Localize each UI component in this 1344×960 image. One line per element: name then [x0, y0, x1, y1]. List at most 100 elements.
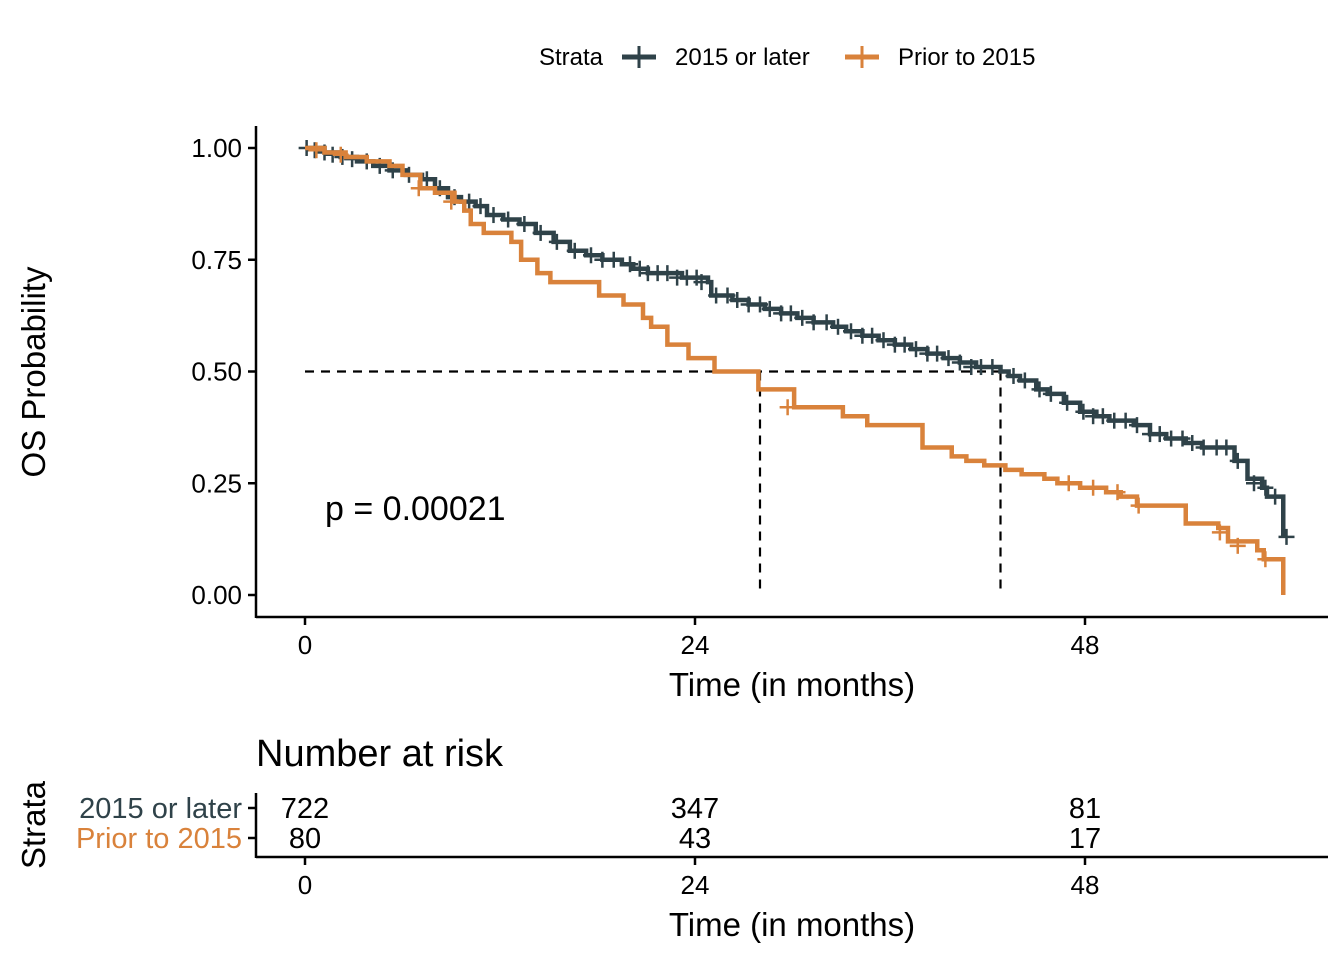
censor-mark-2015-or-later: [1031, 381, 1048, 398]
censor-mark-prior-to-2015: [410, 180, 427, 197]
censor-mark-2015-or-later: [693, 274, 710, 291]
censor-mark-2015-or-later: [1184, 435, 1201, 452]
censor-mark-2015-or-later: [583, 247, 599, 264]
censor-mark-2015-or-later: [940, 350, 957, 367]
survival-curves: [298, 140, 1295, 595]
censor-mark-2015-or-later: [794, 309, 811, 326]
y-tick-label: 0.75: [191, 245, 242, 275]
curve-prior-to-2015: [305, 145, 1286, 595]
p-value-label: p = 0.00021: [325, 490, 506, 528]
censor-mark-2015-or-later: [719, 287, 736, 304]
censor-mark-prior-to-2015: [1109, 484, 1126, 501]
y-axis-title: OS Probability: [15, 266, 52, 477]
censor-mark-2015-or-later: [532, 224, 549, 241]
censor-mark-prior-to-2015: [1211, 524, 1228, 541]
censor-mark-2015-or-later: [929, 345, 946, 362]
censor-mark-2015-or-later: [1151, 426, 1168, 443]
x-tick-label: 48: [1071, 630, 1100, 660]
censor-mark-2015-or-later: [1218, 439, 1235, 456]
risk-x-tick-label: 24: [681, 870, 710, 900]
median-lines: [305, 370, 1002, 595]
censor-mark-2015-or-later: [631, 260, 648, 277]
censor-mark-2015-or-later: [984, 359, 1001, 376]
censor-mark-prior-to-2015: [332, 146, 349, 163]
risk-table: Number at risk 2015 or later 722 347 81 Prio…: [15, 733, 1328, 943]
censor-mark-2015-or-later: [500, 211, 517, 228]
risk-count-2015-or-later: 722: [281, 793, 329, 825]
risk-x-axis-title: Time (in months): [669, 906, 915, 943]
censor-mark-2015-or-later: [896, 336, 913, 353]
risk-rows: 2015 or later 722 347 81 Prior to 2015 80 43 17: [76, 793, 1101, 855]
risk-x-ticks: 0 24 48: [298, 857, 1099, 900]
censor-mark-prior-to-2015: [779, 399, 796, 416]
censor-mark-2015-or-later: [605, 251, 622, 268]
x-ticks: 0 24 48: [298, 617, 1100, 660]
censor-mark-2015-or-later: [864, 327, 881, 344]
risk-x-tick-label: 0: [298, 870, 312, 900]
censor-mark-2015-or-later: [485, 207, 502, 224]
censor-mark-2015-or-later: [1174, 430, 1191, 447]
risk-count-prior-to-2015: 80: [289, 823, 321, 855]
censor-mark-2015-or-later: [1246, 475, 1262, 492]
censor-mark-prior-to-2015: [1130, 497, 1147, 514]
legend-title: Strata: [539, 44, 604, 71]
legend-label-2015-or-later: 2015 or later: [675, 44, 810, 71]
censor-mark-prior-to-2015: [1085, 479, 1102, 496]
censor-mark-2015-or-later: [752, 296, 768, 313]
censor-mark-2015-or-later: [1117, 412, 1134, 429]
censor-mark-2015-or-later: [1267, 488, 1284, 505]
censor-mark-2015-or-later: [472, 198, 489, 215]
risk-count-2015-or-later: 347: [671, 793, 719, 825]
censor-mark-2015-or-later: [622, 256, 638, 273]
censor-mark-2015-or-later: [1129, 417, 1145, 434]
risk-table-title: Number at risk: [256, 733, 504, 775]
censor-mark-2015-or-later: [908, 341, 924, 358]
legend-key-prior-to-2015: [845, 46, 879, 68]
censor-mark-2015-or-later: [1005, 367, 1022, 384]
legend: Strata 2015 or later Prior to 2015: [539, 44, 1035, 71]
x-tick-label: 24: [681, 630, 710, 660]
censor-mark-2015-or-later: [1016, 372, 1033, 389]
risk-row-label-prior-to-2015: Prior to 2015: [76, 823, 242, 855]
censor-mark-2015-or-later: [1059, 394, 1076, 411]
censor-mark-2015-or-later: [548, 233, 565, 250]
censor-mark-prior-to-2015: [443, 193, 460, 210]
risk-count-prior-to-2015: 43: [679, 823, 711, 855]
censor-mark-prior-to-2015: [308, 142, 325, 159]
censor-mark-2015-or-later: [729, 291, 746, 308]
censor-mark-2015-or-later: [761, 300, 778, 317]
legend-key-2015-or-later: [622, 46, 656, 68]
risk-y-axis-title: Strata: [15, 780, 52, 869]
risk-count-2015-or-later: 81: [1069, 793, 1101, 825]
censor-mark-2015-or-later: [843, 323, 859, 340]
censor-mark-2015-or-later: [1278, 528, 1295, 545]
censor-mark-prior-to-2015: [1060, 475, 1077, 492]
censor-mark-2015-or-later: [516, 215, 533, 232]
risk-row-label-2015-or-later: 2015 or later: [79, 793, 242, 825]
y-tick-label: 0.00: [191, 580, 242, 610]
censor-mark-2015-or-later: [1229, 452, 1246, 469]
censor-mark-2015-or-later: [1094, 408, 1111, 425]
censor-mark-2015-or-later: [566, 242, 583, 259]
censor-mark-2015-or-later: [782, 305, 799, 322]
censor-mark-2015-or-later: [1257, 479, 1274, 496]
y-ticks: 0.00 0.25 0.50 0.75 1.00: [191, 133, 256, 610]
x-axis-title: Time (in months): [669, 666, 915, 703]
main-plot: 0.00 0.25 0.50 0.75 1.00 0 24 48 p = 0.00021 T…: [15, 126, 1328, 703]
censor-mark-prior-to-2015: [1229, 537, 1246, 554]
censor-mark-2015-or-later: [1042, 385, 1059, 402]
risk-count-prior-to-2015: 17: [1069, 823, 1101, 855]
y-tick-label: 1.00: [191, 133, 242, 163]
censor-mark-2015-or-later: [818, 314, 835, 331]
censor-mark-2015-or-later: [951, 354, 968, 371]
y-tick-label: 0.50: [191, 357, 242, 387]
y-tick-label: 0.25: [191, 468, 242, 498]
x-tick-label: 0: [298, 630, 312, 660]
censor-mark-2015-or-later: [659, 265, 676, 282]
censor-mark-prior-to-2015: [1257, 551, 1274, 568]
censor-mark-2015-or-later: [1075, 403, 1092, 420]
censor-mark-2015-or-later: [875, 332, 892, 349]
legend-label-prior-to-2015: Prior to 2015: [898, 44, 1035, 71]
